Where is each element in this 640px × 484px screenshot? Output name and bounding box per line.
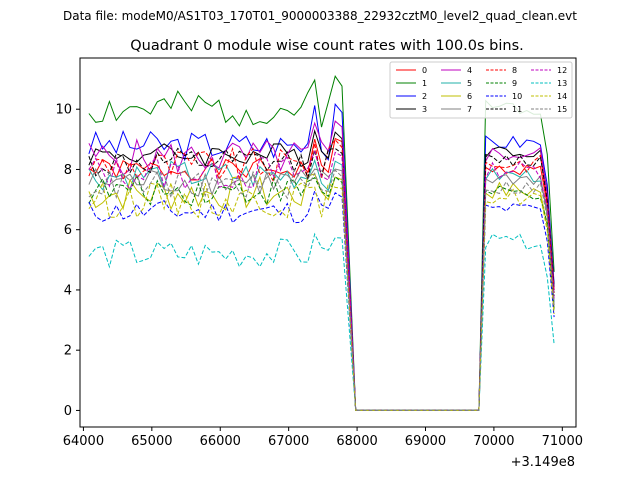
series-line-11 [88, 147, 555, 411]
legend-label-6: 6 [467, 92, 472, 101]
y-tick-label: 2 [64, 344, 72, 359]
x-tick-label: 64000 [63, 434, 104, 449]
legend-label-2: 2 [422, 92, 427, 101]
x-tick-label: 65000 [131, 434, 172, 449]
series-line-9 [88, 174, 555, 411]
axes: 64000 65000 66000 67000 68000 69000 70000 71000… [55, 57, 583, 449]
legend-label-12: 12 [557, 66, 567, 75]
legend-label-4: 4 [467, 66, 472, 75]
x-tick-label: 70000 [473, 434, 514, 449]
y-tick-label: 10 [55, 103, 72, 118]
legend-label-11: 11 [512, 105, 522, 114]
chart-title: Quadrant 0 module wise count rates with … [130, 38, 524, 54]
legend-label-8: 8 [512, 66, 517, 75]
x-offset-label: +3.149e8 [511, 455, 575, 470]
x-tick-label: 71000 [542, 434, 583, 449]
series-line-5 [88, 158, 555, 411]
plot-frame [79, 57, 577, 428]
series-line-8 [88, 139, 555, 411]
series-line-13 [88, 232, 555, 411]
legend-label-15: 15 [557, 105, 567, 114]
legend-label-10: 10 [512, 92, 522, 101]
series-line-12 [88, 149, 555, 411]
x-tick-label: 66000 [200, 434, 241, 449]
series-line-15 [88, 168, 555, 411]
legend-label-14: 14 [557, 92, 567, 101]
legend-label-5: 5 [467, 79, 472, 88]
legend-box [389, 61, 573, 119]
series-line-14 [88, 181, 555, 411]
x-tick-label: 69000 [405, 434, 446, 449]
plot-area [88, 75, 555, 411]
y-tick-label: 6 [64, 223, 72, 238]
series-line-10 [88, 189, 555, 411]
chart-suptitle: Data file: modeM0/AS1T03_170T01_90000033… [63, 9, 577, 23]
legend-label-3: 3 [422, 105, 427, 114]
series-line-4 [88, 120, 555, 411]
y-tick-label: 8 [64, 163, 72, 178]
x-tick-label: 67000 [268, 434, 309, 449]
series-line-3 [88, 129, 555, 411]
legend-label-1: 1 [422, 79, 427, 88]
legend-label-7: 7 [467, 105, 472, 114]
x-tick-label: 68000 [336, 434, 377, 449]
legend-label-13: 13 [557, 79, 567, 88]
y-tick-label: 4 [64, 283, 72, 298]
legend-label-9: 9 [512, 79, 517, 88]
series-line-2 [88, 102, 555, 411]
y-tick-label: 0 [64, 404, 72, 419]
legend-label-0: 0 [422, 66, 427, 75]
